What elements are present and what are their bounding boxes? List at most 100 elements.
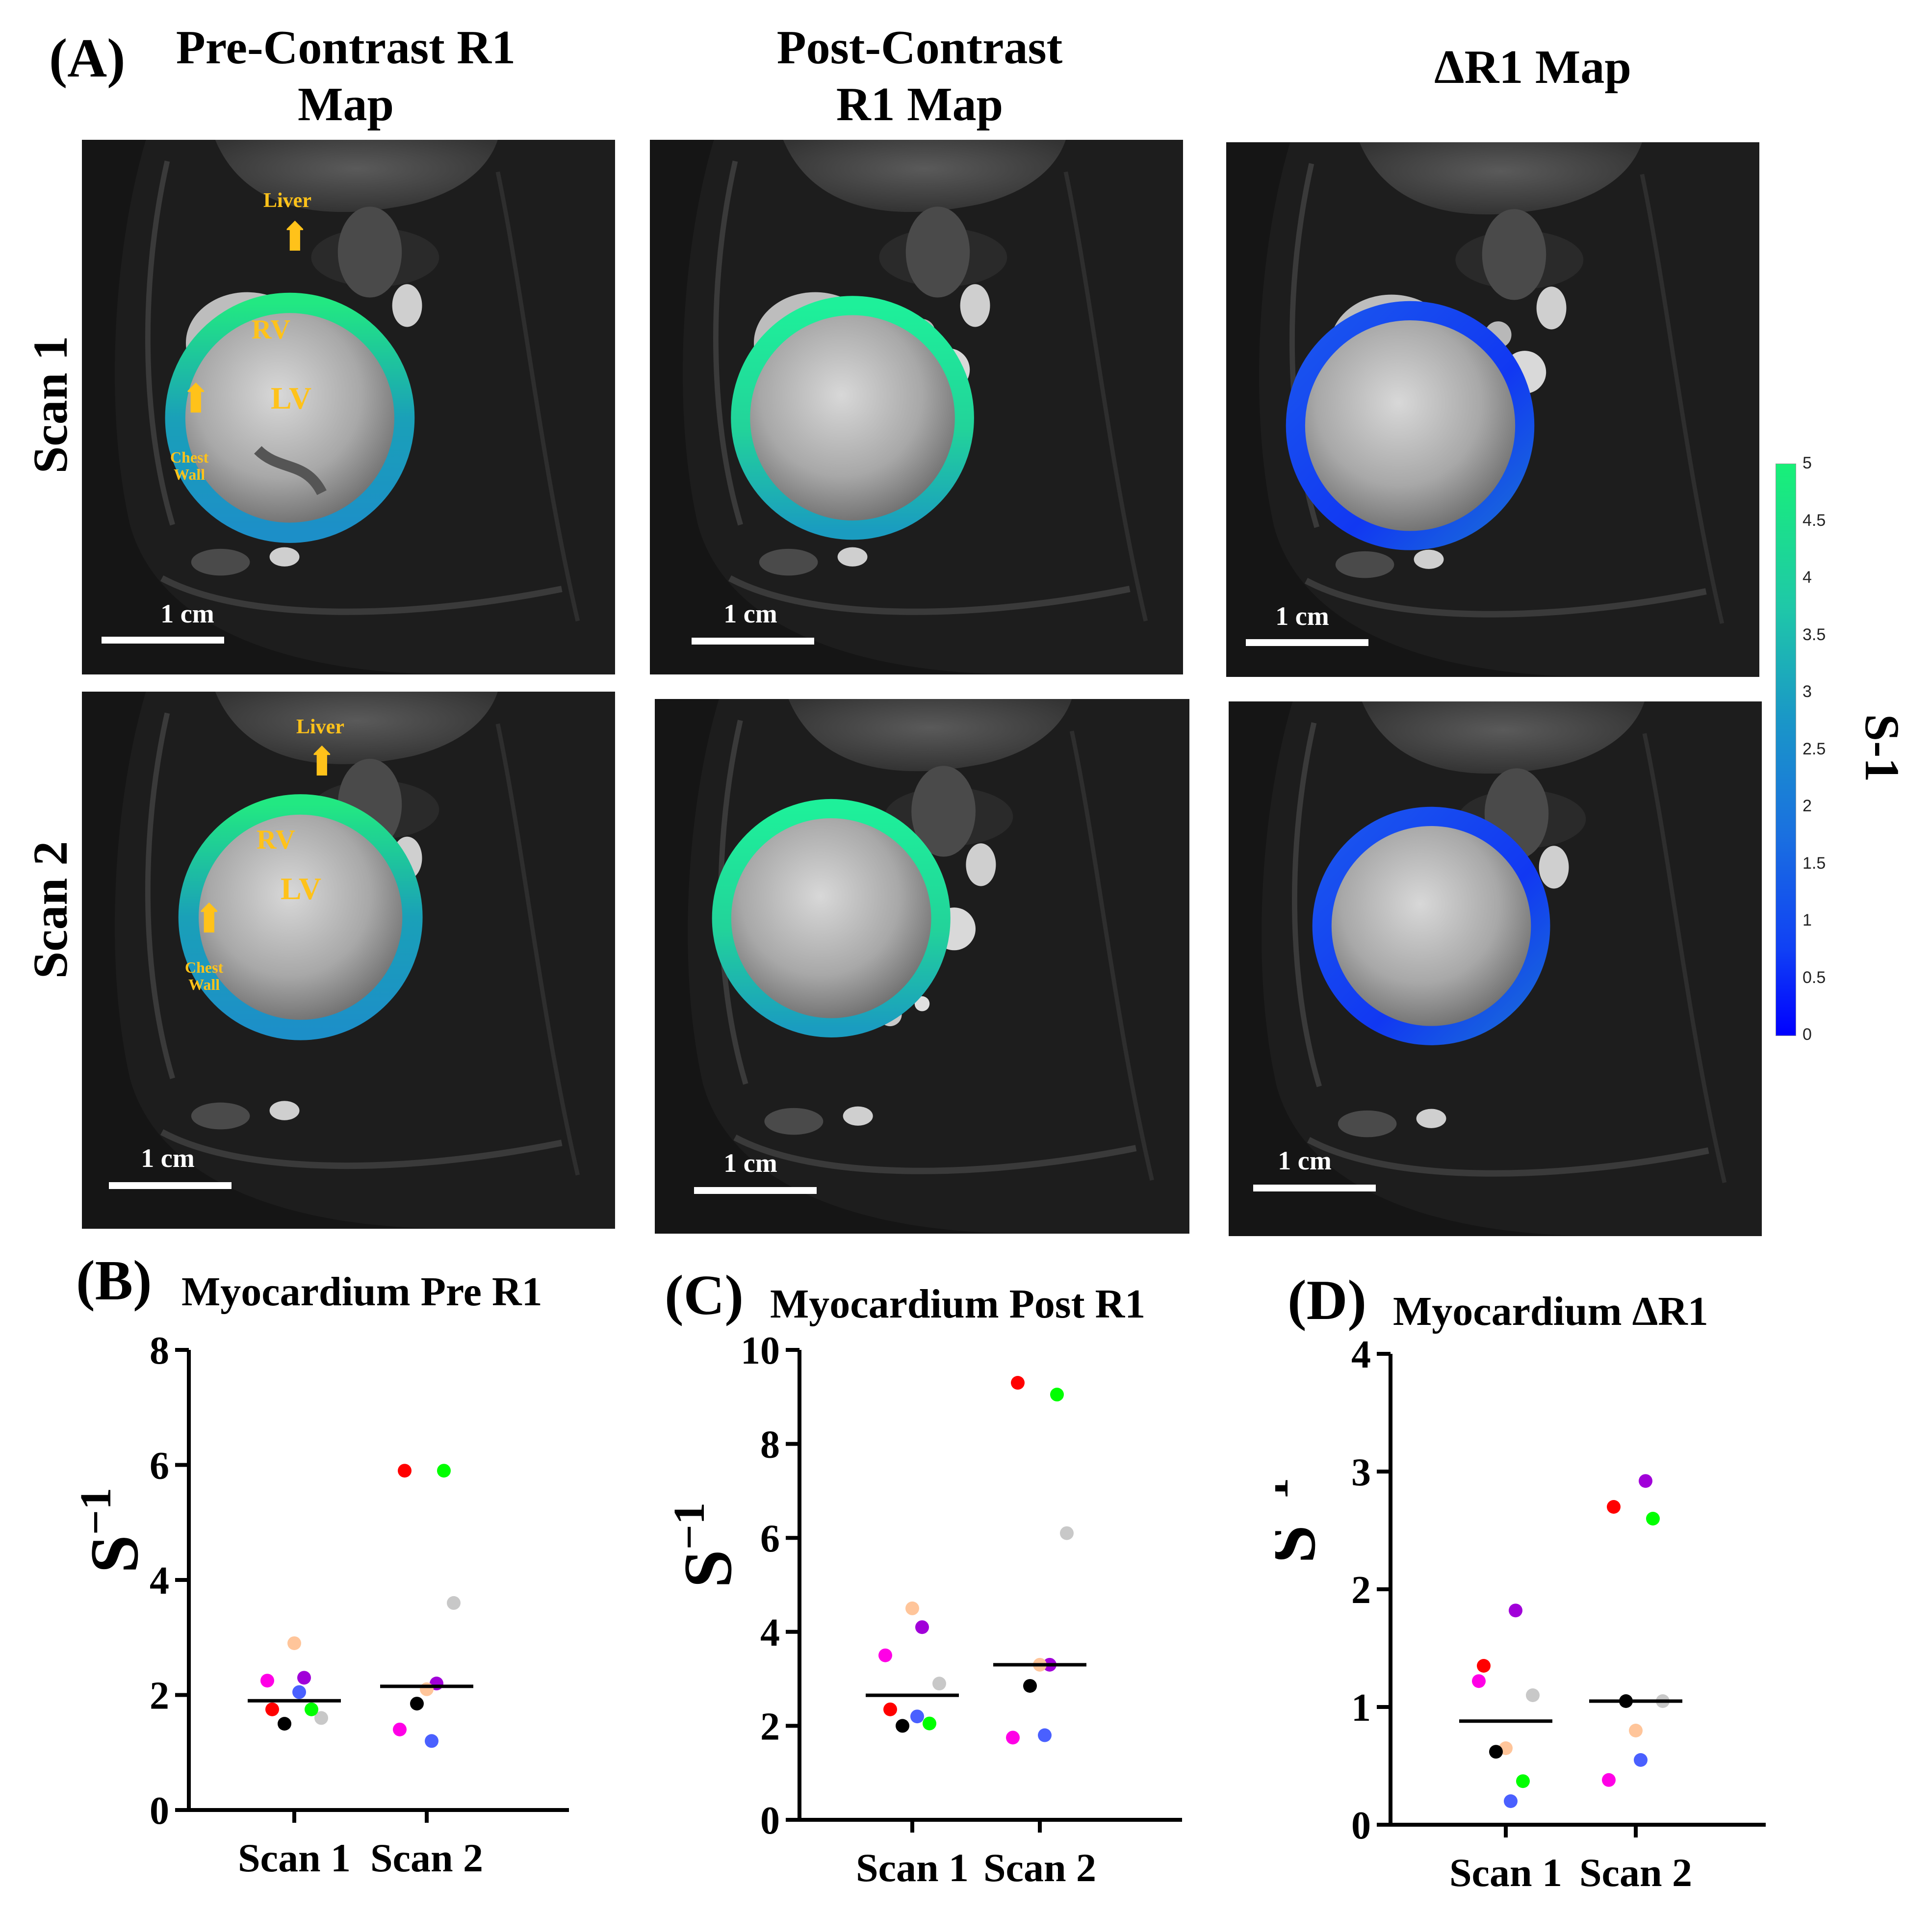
data-point xyxy=(447,1596,461,1610)
colorbar-tick-label: 3.5 xyxy=(1803,625,1826,644)
y-tick-label: 10 xyxy=(741,1329,780,1372)
x-tick-label: Scan 1 xyxy=(1449,1850,1562,1895)
y-tick-label: 2 xyxy=(1351,1569,1371,1612)
panel-c-label: (C) xyxy=(665,1264,744,1327)
data-point xyxy=(278,1717,291,1731)
y-tick-label: 3 xyxy=(1351,1451,1371,1494)
chart-d: 0 1 2 3 4 Scan 1 Scan 2 S−1 xyxy=(1275,1333,1766,1895)
chart-b: 0 2 4 6 8 Scan 1 Scan 2 S−1 xyxy=(72,1329,569,1880)
colorbar-unit-label: S-1 xyxy=(1855,714,1909,782)
y-axis-label: S−1 xyxy=(1275,1478,1330,1563)
data-point xyxy=(1038,1728,1052,1742)
mri-scan2-post: 1 cm xyxy=(655,699,1189,1234)
data-point xyxy=(1602,1773,1616,1787)
mri-scan2-delta: 1 cm xyxy=(1229,701,1762,1236)
scale-bar xyxy=(102,637,224,644)
y-tick-label: 0 xyxy=(1351,1804,1371,1847)
colorbar-tick-label: 1.5 xyxy=(1803,854,1826,873)
data-point xyxy=(923,1716,936,1731)
row-title-scan1: Scan 1 xyxy=(23,336,77,474)
data-point xyxy=(1504,1794,1518,1808)
data-point xyxy=(878,1648,892,1662)
x-tick-label: Scan 2 xyxy=(983,1845,1096,1890)
data-point xyxy=(910,1709,924,1724)
label-liver: Liver xyxy=(263,189,311,212)
data-point xyxy=(1011,1376,1025,1390)
y-tick-label: 0 xyxy=(760,1799,780,1842)
data-point xyxy=(398,1464,412,1478)
colorbar-tick-label: 1 xyxy=(1803,911,1812,930)
scale-bar-label: 1 cm xyxy=(723,1148,777,1178)
data-point xyxy=(905,1601,919,1615)
data-point xyxy=(932,1677,946,1691)
data-point xyxy=(1060,1526,1074,1540)
data-point xyxy=(1477,1659,1491,1673)
data-point xyxy=(1646,1512,1660,1526)
scale-bar-label: 1 cm xyxy=(160,599,214,628)
y-axis-label: S−1 xyxy=(665,1502,746,1588)
chest-wall-arrow-icon: ⬆ xyxy=(179,377,213,421)
scale-bar-label: 1 cm xyxy=(1278,1146,1332,1175)
y-tick-label: 8 xyxy=(150,1329,169,1372)
colorbar-tick-label: 3 xyxy=(1803,682,1812,701)
y-tick-label: 4 xyxy=(150,1559,169,1603)
y-tick-label: 4 xyxy=(760,1611,780,1655)
x-tick-label: Scan 1 xyxy=(238,1836,351,1880)
data-point xyxy=(1006,1731,1020,1745)
scale-bar-label: 1 cm xyxy=(723,599,777,628)
y-tick-label: 6 xyxy=(150,1445,169,1488)
y-tick-label: 0 xyxy=(150,1789,169,1833)
data-point xyxy=(314,1711,328,1725)
col-title-pre: Pre-Contrast R1 Map xyxy=(176,21,516,131)
x-tick-label: Scan 2 xyxy=(370,1836,483,1880)
panel-d-label: (D) xyxy=(1288,1269,1367,1332)
data-point xyxy=(1509,1604,1522,1618)
y-axis-label: S−1 xyxy=(72,1488,153,1573)
y-tick-label: 8 xyxy=(760,1423,780,1467)
col-title-delta: ΔR1 Map xyxy=(1434,41,1631,94)
data-point xyxy=(420,1682,434,1696)
y-tick-label: 1 xyxy=(1351,1686,1371,1730)
data-point xyxy=(1516,1774,1530,1788)
y-tick-label: 2 xyxy=(150,1675,169,1718)
scale-bar-label: 1 cm xyxy=(1275,601,1329,631)
colorbar-tick-label: 0 xyxy=(1803,1025,1812,1044)
x-tick-label: Scan 1 xyxy=(856,1845,969,1890)
colorbar-tick-label: 2 xyxy=(1803,797,1812,815)
colorbar-ticks: 5 4.5 4 3.5 3 2.5 2 1.5 1 0.5 0 xyxy=(1803,454,1842,1044)
mri-scan1-delta: 1 cm xyxy=(1226,142,1759,677)
mri-scan2-pre: Liver ⬆ RV LV ⬆ Chest Wall 1 cm xyxy=(82,692,615,1229)
label-chest-wall: Chest Wall xyxy=(185,958,224,994)
data-point xyxy=(410,1697,424,1711)
data-point xyxy=(1639,1474,1652,1488)
colorbar xyxy=(1776,464,1796,1036)
scale-bar xyxy=(694,1187,817,1194)
colorbar-tick-label: 0.5 xyxy=(1803,968,1826,987)
colorbar-tick-label: 4 xyxy=(1803,568,1812,587)
scale-bar xyxy=(109,1182,232,1189)
label-lv: LV xyxy=(271,381,312,415)
scale-bar xyxy=(1253,1185,1376,1191)
mri-scan1-post: 1 cm xyxy=(650,140,1183,674)
data-point xyxy=(1634,1753,1648,1767)
panel-a-label: (A) xyxy=(49,28,126,89)
data-point xyxy=(1629,1724,1643,1737)
label-rv: RV xyxy=(257,825,295,855)
data-point xyxy=(393,1722,407,1736)
label-chest-wall: Chest Wall xyxy=(170,448,209,484)
data-point xyxy=(1526,1688,1540,1702)
data-point xyxy=(287,1636,301,1650)
scale-bar-label: 1 cm xyxy=(141,1143,195,1173)
data-point xyxy=(1472,1674,1486,1688)
colorbar-tick-label: 4.5 xyxy=(1803,511,1826,530)
data-point xyxy=(1489,1745,1503,1759)
data-point xyxy=(896,1719,909,1733)
liver-arrow-icon: ⬆ xyxy=(278,215,312,259)
chart-c: 0 2 4 6 8 10 Scan 1 Scan 2 S−1 xyxy=(665,1329,1182,1890)
data-point xyxy=(260,1674,274,1688)
scale-bar xyxy=(1246,639,1368,646)
data-point xyxy=(437,1464,451,1478)
data-point xyxy=(1050,1388,1064,1402)
chest-wall-arrow-icon: ⬆ xyxy=(192,897,226,941)
data-point xyxy=(265,1702,279,1716)
